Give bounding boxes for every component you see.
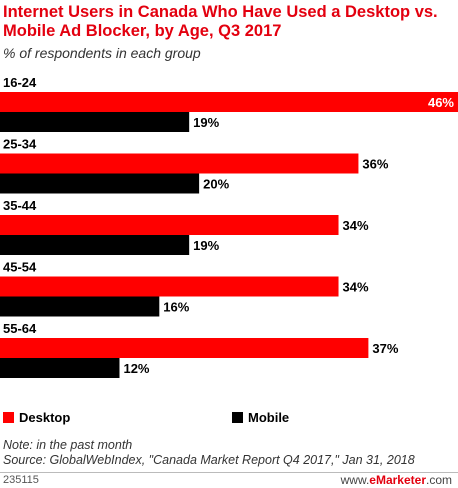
legend-desktop-swatch: [3, 411, 14, 423]
bar-mobile: [0, 235, 190, 255]
bar-mobile: [0, 173, 200, 194]
brand-suffix: .com: [425, 473, 452, 487]
chart-subtitle: % of respondents in each group: [3, 45, 201, 61]
bar-chart: 16-24 46% 19% 25-34 36% 20% 35-44 34% 19% 45-54 34…: [0, 75, 458, 378]
brand-name: eMarketer: [369, 473, 426, 487]
bar-desktop: [0, 338, 369, 358]
footer-divider: [0, 472, 458, 473]
bar-mobile: [0, 296, 160, 317]
data-label-desktop: 46%: [428, 95, 454, 110]
chart-source: Source: GlobalWebIndex, "Canada Market R…: [3, 453, 415, 467]
data-label-mobile: 19%: [193, 238, 219, 253]
bar-desktop: [0, 153, 359, 174]
category-label: 16-24: [3, 75, 37, 90]
legend-mobile-swatch: [232, 411, 243, 423]
data-label-desktop: 34%: [343, 218, 369, 233]
category-label: 25-34: [3, 137, 37, 152]
data-label-mobile: 12%: [123, 361, 149, 376]
data-label-mobile: 19%: [193, 115, 219, 130]
legend-mobile-label: Mobile: [248, 409, 290, 425]
data-label-desktop: 36%: [362, 157, 388, 172]
brand-prefix: www.: [340, 473, 370, 487]
category-label: 55-64: [3, 321, 37, 336]
bar-desktop: [0, 215, 339, 235]
legend-mobile: Mobile: [232, 409, 289, 425]
data-label-mobile: 16%: [163, 300, 189, 315]
legend-desktop-label: Desktop: [19, 409, 71, 425]
category-label: 45-54: [3, 260, 37, 275]
chart-title: Internet Users in Canada Who Have Used a…: [3, 3, 438, 40]
bar-desktop: [0, 276, 339, 297]
data-label-desktop: 34%: [343, 280, 369, 295]
chart-note: Note: in the past month: [3, 438, 133, 452]
emarketer-link[interactable]: www.eMarketer.com: [341, 473, 452, 487]
bar-desktop: [0, 92, 458, 112]
data-label-mobile: 20%: [203, 177, 229, 192]
chart-id: 235115: [3, 474, 39, 486]
category-label: 35-44: [3, 198, 37, 213]
bar-mobile: [0, 112, 190, 132]
data-label-desktop: 37%: [372, 341, 398, 356]
bar-mobile: [0, 358, 120, 378]
legend-desktop: Desktop: [3, 409, 70, 425]
